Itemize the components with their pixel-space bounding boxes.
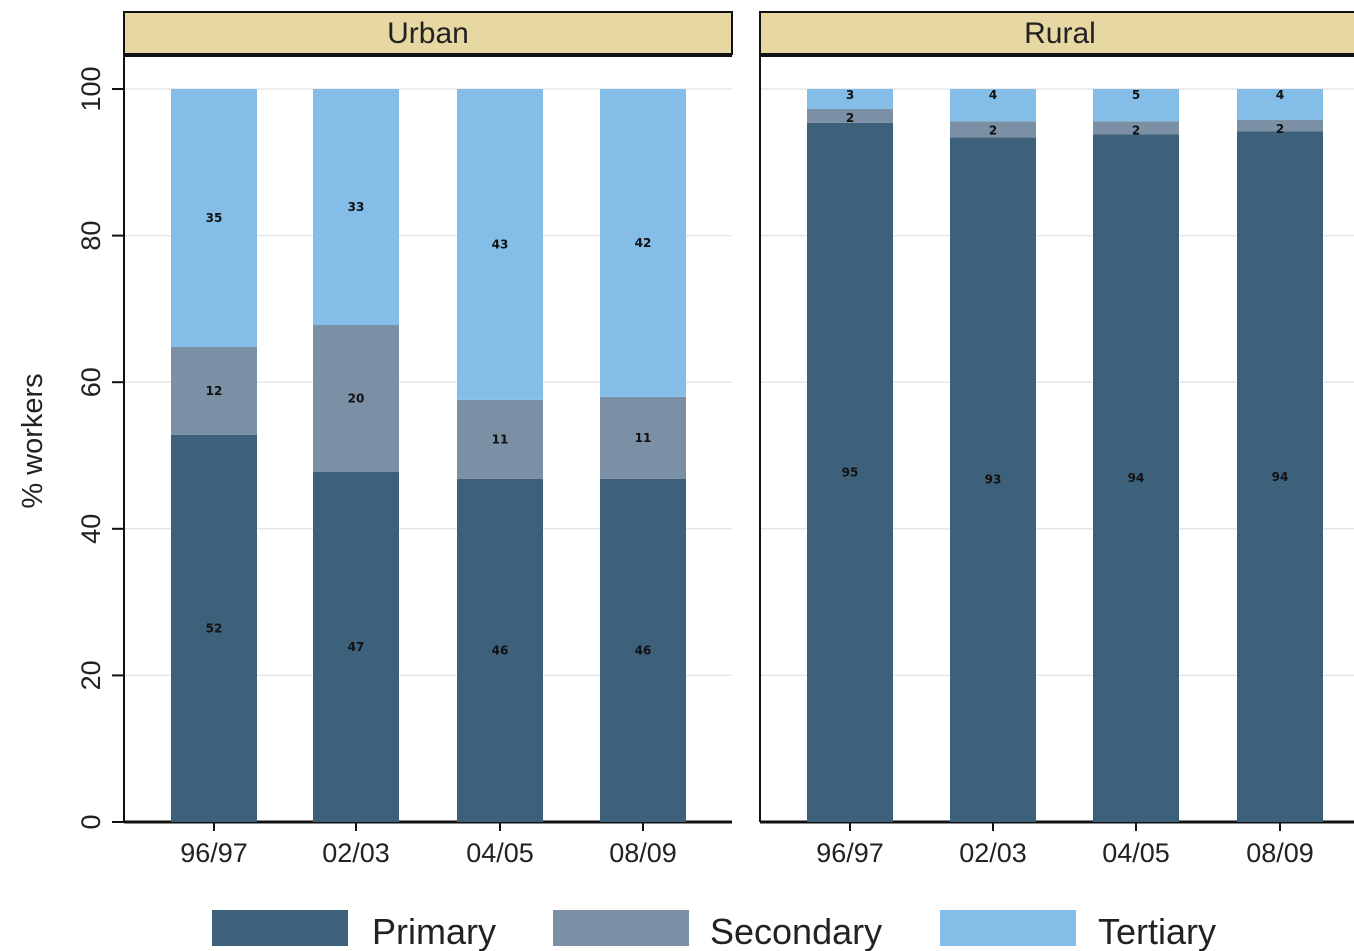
legend-item-tertiary: Tertiary: [940, 910, 1216, 951]
legend-item-secondary: Secondary: [553, 910, 882, 951]
bar-primary: [600, 478, 686, 822]
bar-primary: [457, 478, 543, 822]
data-label: 3: [846, 88, 854, 102]
bar-secondary: [313, 325, 399, 472]
data-label: 93: [985, 473, 1002, 487]
bar-primary: [1237, 131, 1323, 822]
data-label: 52: [206, 621, 223, 635]
bar-secondary: [807, 108, 893, 123]
bar-tertiary: [457, 89, 543, 400]
bar-tertiary: [1093, 89, 1179, 122]
data-label: 2: [1276, 122, 1284, 136]
y-tick-label: 40: [76, 514, 106, 544]
bar-tertiary: [950, 89, 1036, 122]
bar-tertiary: [1237, 89, 1323, 120]
bar-tertiary: [313, 89, 399, 326]
y-tick-label: 60: [76, 367, 106, 397]
panel-rural: Rural 95 2 3 96/97 93 2 4 02/03 94 2 5 04/05 94 2 4 08/0…: [759, 11, 1354, 868]
bar-secondary: [457, 399, 543, 479]
x-tick-label: 02/03: [322, 838, 390, 868]
y-tick-label: 0: [76, 814, 106, 829]
x-tick-label: 04/05: [1102, 838, 1170, 868]
bar-primary: [950, 137, 1036, 823]
x-tick-label: 96/97: [180, 838, 248, 868]
bar-tertiary: [807, 89, 893, 109]
legend-item-primary: Primary: [212, 910, 496, 951]
x-tick-label: 96/97: [816, 838, 884, 868]
data-label: 2: [1132, 123, 1140, 137]
y-axis: 0 20 40 60 80 100: [76, 66, 124, 830]
data-label: 5: [1132, 88, 1140, 102]
data-label: 4: [1276, 88, 1284, 102]
panel-strip: [123, 11, 733, 55]
bar-secondary: [950, 121, 1036, 138]
data-label: 2: [989, 123, 997, 137]
panels: Urban52123596/9747203302/0346114304/0546…: [123, 11, 1354, 868]
bar-secondary: [1093, 121, 1179, 135]
data-label: 33: [348, 200, 365, 214]
y-tick-label: 20: [76, 660, 106, 690]
data-label: 46: [492, 643, 509, 657]
data-label: 11: [492, 432, 509, 446]
panel-title: Urban: [387, 17, 469, 50]
legend-swatch: [212, 910, 348, 946]
legend-swatch: [553, 910, 689, 946]
y-axis-title: % workers: [17, 373, 49, 508]
legend: Primary Secondary Tertiary: [212, 910, 1216, 951]
data-label: 20: [348, 391, 365, 405]
bar-tertiary: [600, 89, 686, 397]
data-label: 42: [635, 236, 652, 250]
legend-swatch: [940, 910, 1076, 946]
data-label: 12: [206, 384, 223, 398]
data-label: 94: [1272, 470, 1289, 484]
x-tick-label: 04/05: [466, 838, 534, 868]
legend-label: Primary: [372, 911, 496, 951]
bar-primary: [807, 122, 893, 822]
data-label: 46: [635, 643, 652, 657]
panel-strip: [759, 11, 1354, 55]
data-label: 11: [635, 431, 652, 445]
legend-label: Secondary: [710, 911, 882, 951]
y-tick-label: 80: [76, 221, 106, 251]
panel-title: Rural: [1024, 17, 1096, 50]
bar-primary: [1093, 134, 1179, 823]
y-tick-label: 100: [76, 66, 106, 111]
bar-primary: [171, 434, 257, 822]
legend-label: Tertiary: [1098, 911, 1216, 951]
data-label: 94: [1128, 471, 1145, 485]
bar-secondary: [1237, 119, 1323, 132]
bar-tertiary: [171, 89, 257, 348]
bar-secondary: [171, 347, 257, 435]
data-label: 35: [206, 211, 223, 225]
data-label: 95: [842, 465, 859, 479]
bar-secondary: [600, 396, 686, 479]
data-label: 47: [348, 640, 365, 654]
x-tick-label: 02/03: [959, 838, 1027, 868]
x-tick-label: 08/09: [1246, 838, 1314, 868]
panel-urban: Urban 52 12 35 96/97 47 20 33 02/03 46 11 43 04/05 46…: [123, 11, 733, 868]
data-label: 4: [989, 88, 997, 102]
data-label: 43: [492, 237, 509, 251]
bar-primary: [313, 471, 399, 822]
x-tick-label: 08/09: [609, 838, 677, 868]
data-label: 2: [846, 111, 854, 125]
